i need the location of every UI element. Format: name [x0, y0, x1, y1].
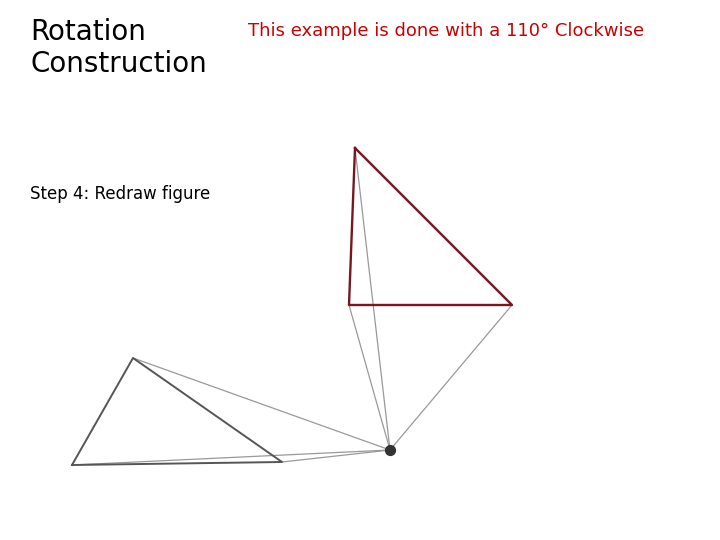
- Text: Step 4: Redraw figure: Step 4: Redraw figure: [30, 185, 210, 203]
- Point: [384, 446, 396, 454]
- Text: Rotation: Rotation: [30, 18, 146, 46]
- Text: This example is done with a 110° Clockwise: This example is done with a 110° Clockwi…: [248, 22, 644, 40]
- Text: Construction: Construction: [30, 50, 207, 78]
